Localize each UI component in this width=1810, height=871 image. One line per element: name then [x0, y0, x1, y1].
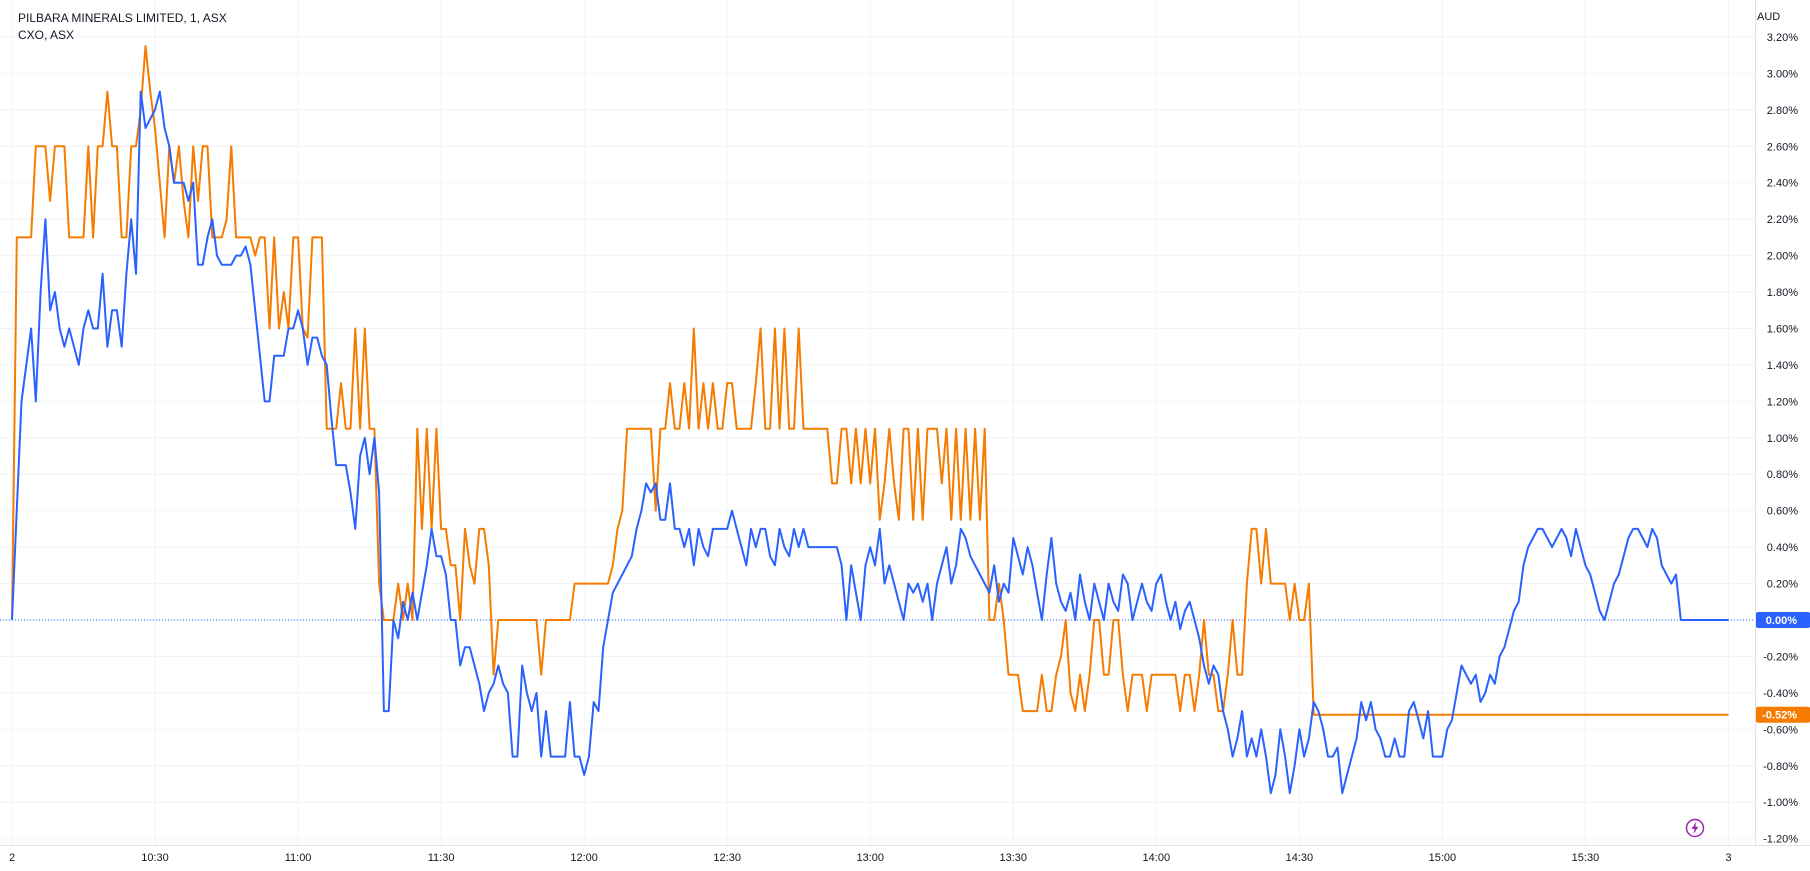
last-value-text: -0.52%: [1762, 710, 1797, 722]
y-tick-label: 0.40%: [1767, 542, 1798, 554]
x-tick-label: 3: [1725, 852, 1731, 864]
x-tick-label: 11:00: [285, 852, 312, 864]
y-tick-label: 1.60%: [1767, 323, 1798, 335]
y-tick-label: 1.40%: [1767, 360, 1798, 372]
time-axis-ticks[interactable]: 2 10:30 11:00 11:30 12:00 12:30 13:00 13:30 14:0…: [9, 852, 1732, 864]
x-tick-label: 11:30: [428, 852, 455, 864]
price-axis-ticks[interactable]: 3.20% 3.00% 2.80% 2.60% 2.40% 2.20% 2.00% 1.80%…: [1763, 32, 1798, 846]
x-tick-label: 15:00: [1429, 852, 1457, 864]
y-tick-label: 0.20%: [1767, 579, 1798, 591]
series-layer: [11, 45, 1729, 795]
x-tick-label: 10:30: [141, 852, 169, 864]
last-value-badge: [1756, 612, 1810, 628]
x-tick-label: 14:30: [1286, 852, 1314, 864]
series-line-cxo[interactable]: [11, 45, 1729, 716]
y-tick-label: 2.80%: [1767, 105, 1798, 117]
last-value-text: 0.00%: [1766, 615, 1797, 627]
y-tick-label: 1.20%: [1767, 396, 1798, 408]
x-tick-label: 12:00: [570, 852, 598, 864]
series-line-pilbara-minerals-limited[interactable]: [11, 90, 1729, 795]
grid-layer: [0, 0, 1755, 845]
last-value-badges: 0.00% -0.52%: [1756, 612, 1810, 723]
y-tick-label: -0.60%: [1763, 724, 1798, 736]
y-tick-label: 1.80%: [1767, 287, 1798, 299]
legend-series-pls[interactable]: PILBARA MINERALS LIMITED, 1, ASX: [18, 11, 227, 25]
y-tick-label: -0.80%: [1763, 761, 1798, 773]
y-tick-label: 2.40%: [1767, 178, 1798, 190]
y-tick-label: -1.20%: [1763, 834, 1798, 846]
x-tick-label: 13:00: [856, 852, 884, 864]
lightning-bolt-icon[interactable]: [1684, 817, 1706, 839]
y-tick-label: 2.00%: [1767, 251, 1798, 263]
y-tick-label: -0.40%: [1763, 688, 1798, 700]
y-tick-label: 2.20%: [1767, 214, 1798, 226]
y-tick-label: -0.20%: [1763, 651, 1798, 663]
x-tick-label: 2: [9, 852, 15, 864]
currency-label: AUD: [1757, 11, 1781, 23]
y-tick-label: 1.00%: [1767, 433, 1798, 445]
y-tick-label: 2.60%: [1767, 141, 1798, 153]
y-tick-label: -1.00%: [1763, 797, 1798, 809]
legend: PILBARA MINERALS LIMITED, 1, ASX CXO, AS…: [18, 10, 227, 44]
x-tick-label: 15:30: [1572, 852, 1600, 864]
last-value-badge: [1756, 706, 1810, 723]
y-tick-label: 3.20%: [1767, 32, 1798, 44]
y-tick-label: 0.60%: [1767, 506, 1798, 518]
x-tick-label: 12:30: [713, 852, 741, 864]
lightning-bolt-icon-svg: [1685, 818, 1705, 838]
y-tick-label: 3.00%: [1767, 68, 1798, 80]
x-tick-label: 13:30: [1000, 852, 1028, 864]
legend-series-cxo[interactable]: CXO, ASX: [18, 28, 75, 42]
x-tick-label: 14:00: [1143, 852, 1171, 864]
y-tick-label: 0.80%: [1767, 469, 1798, 481]
